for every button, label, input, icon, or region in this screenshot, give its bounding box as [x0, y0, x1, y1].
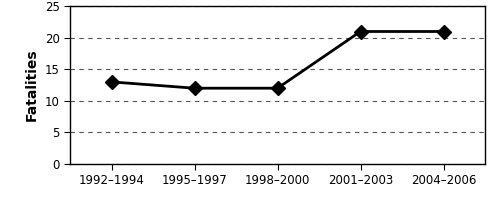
Y-axis label: Fatalities: Fatalities [25, 49, 39, 121]
